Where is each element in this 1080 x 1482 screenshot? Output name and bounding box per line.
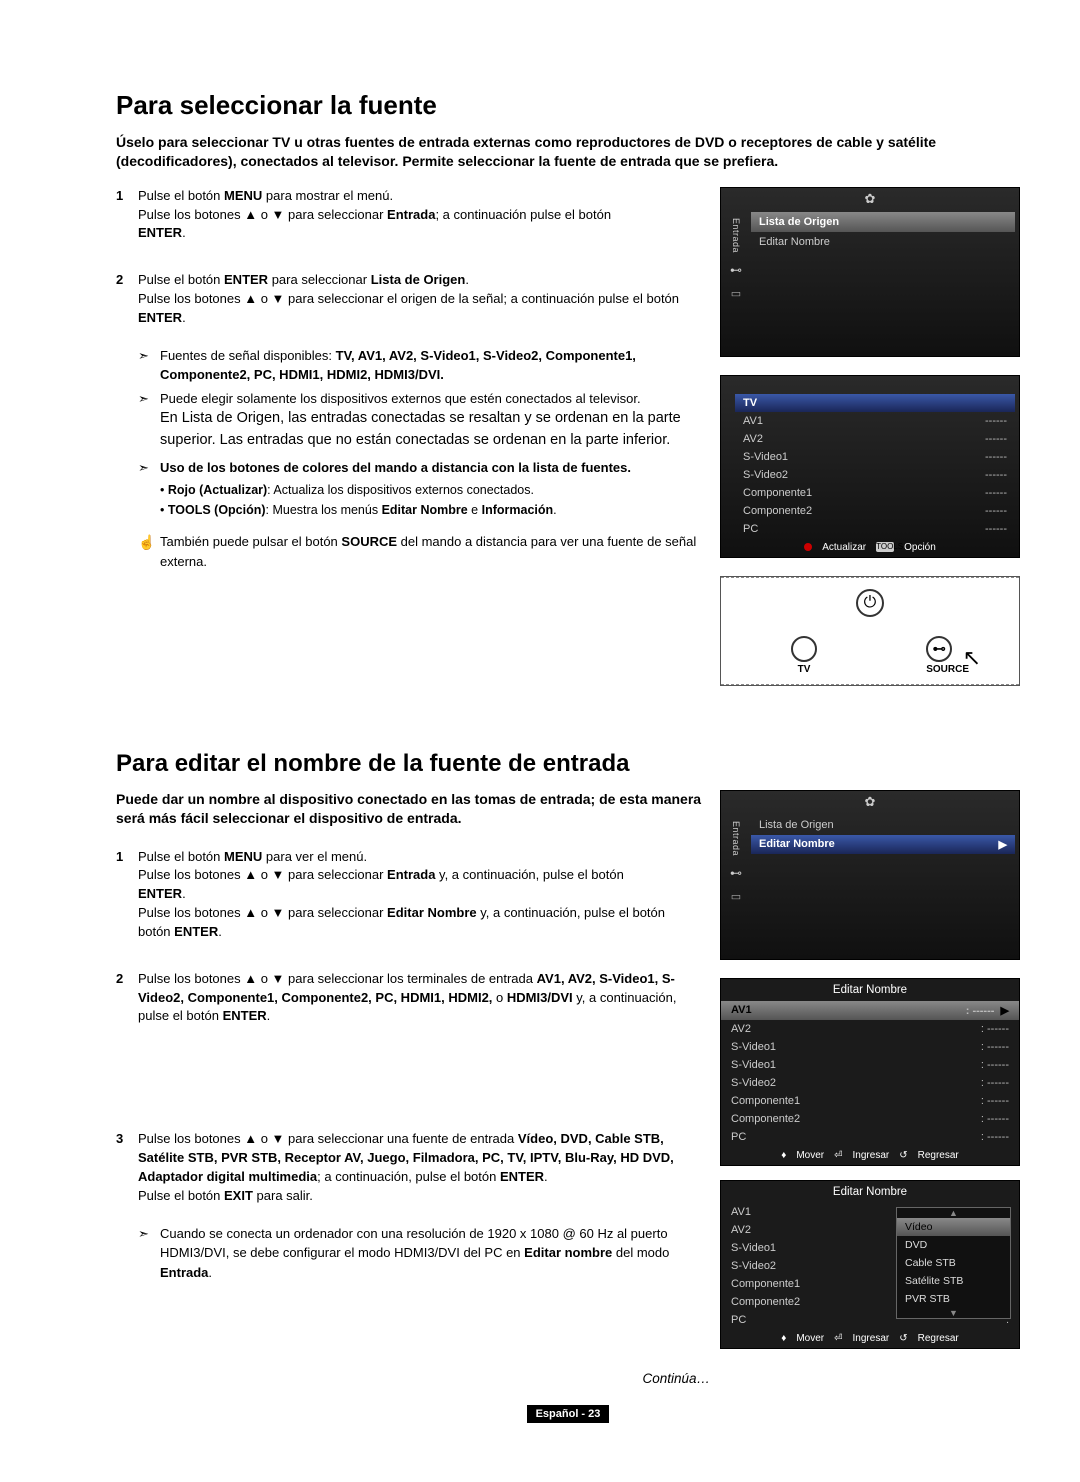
- popup-item-sel: Vídeo: [897, 1218, 1010, 1236]
- s2-step3: Pulse los botones ▲ o ▼ para seleccionar…: [138, 1130, 702, 1205]
- osd4-row: Componente1: ------: [721, 1092, 1019, 1110]
- osd-editar-nombre-popup: Editar Nombre AV1: AV2: S-Video1: S-Vide…: [720, 1180, 1020, 1349]
- osd-item: Editar Nombre: [751, 232, 1015, 252]
- enter-icon: ⏎: [834, 1150, 842, 1161]
- osd5-title: Editar Nombre: [721, 1181, 1019, 1203]
- osd-source-item: Componente2------: [735, 502, 1015, 520]
- section1-title: Para seleccionar la fuente: [116, 90, 1020, 121]
- return-icon: ↺: [899, 1333, 907, 1344]
- continua: Continúa…: [116, 1371, 1020, 1386]
- osd-source-item: AV1------: [735, 412, 1015, 430]
- arrow1-text: Fuentes de señal disponibles: TV, AV1, A…: [160, 346, 702, 385]
- return-icon: ↺: [899, 1150, 907, 1161]
- section1-intro: Úselo para seleccionar TV u otras fuente…: [116, 133, 1020, 171]
- gear-icon: ✿: [865, 191, 876, 207]
- osd-source-selected: TV: [735, 394, 1015, 412]
- osd-item-selected: Editar Nombre▶: [751, 835, 1015, 854]
- arrow-icon: ➣: [138, 458, 160, 478]
- pointer-arrow-icon: ↖: [963, 645, 981, 671]
- plug-icon: ⊷: [730, 866, 742, 880]
- remote-illustration: ⏻ TV ⊷SOURCE ↖: [720, 576, 1020, 686]
- step2-body: Pulse el botón ENTER para seleccionar Li…: [138, 271, 702, 328]
- osd-item-selected: Lista de Origen: [751, 212, 1015, 232]
- remote-note-text: También puede pulsar el botón SOURCE del…: [160, 532, 702, 571]
- osd-foot-opcion: Opción: [904, 542, 936, 553]
- page-footer: Español - 23: [527, 1405, 610, 1423]
- remote-tv-button: TV: [791, 636, 817, 675]
- section2-title: Para editar el nombre de la fuente de en…: [116, 750, 1020, 778]
- plug-icon: ⊷: [730, 263, 742, 277]
- bullet1: • Rojo (Actualizar): Actualiza los dispo…: [160, 481, 702, 500]
- section2-intro: Puede dar un nombre al dispositivo conec…: [116, 790, 702, 828]
- osd4-row: AV2: ------: [721, 1020, 1019, 1038]
- osd-foot-actualizar: Actualizar: [822, 542, 866, 553]
- osd4-row: S-Video1: ------: [721, 1056, 1019, 1074]
- step-number: 1: [116, 848, 138, 942]
- osd-source-item: S-Video2------: [735, 466, 1015, 484]
- step-number: 2: [116, 970, 138, 1027]
- red-dot-icon: [804, 543, 812, 551]
- osd-source-list: TV AV1------ AV2------ S-Video1------ S-…: [720, 375, 1020, 558]
- osd-tab-label: Entrada: [731, 218, 741, 253]
- osd-source-item: Componente1------: [735, 484, 1015, 502]
- s2-step1: Pulse el botón MENU para ver el menú. Pu…: [138, 848, 702, 942]
- osd-source-item: S-Video1------: [735, 448, 1015, 466]
- osd4-row: S-Video2: ------: [721, 1074, 1019, 1092]
- tools-icon: TOOLS: [876, 542, 894, 552]
- osd-entrada-menu-2: ✿ Entrada ⊷ ▭ Lista de Origen Editar Nom…: [720, 790, 1020, 960]
- popup-item: DVD: [897, 1236, 1010, 1254]
- osd-editar-nombre-list: Editar Nombre AV1: ------ ▶ AV2: ------ …: [720, 978, 1020, 1166]
- gear-icon: ✿: [865, 794, 876, 810]
- osd4-row: Componente2: ------: [721, 1110, 1019, 1128]
- popup-item: Satélite STB: [897, 1272, 1010, 1290]
- osd-source-item: PC------: [735, 520, 1015, 538]
- box-icon: ▭: [731, 890, 741, 903]
- step-number: 3: [116, 1130, 138, 1205]
- arrow-icon: ➣: [138, 1224, 160, 1283]
- osd-tab-label: Entrada: [731, 821, 741, 856]
- updown-icon: ♦: [781, 1150, 786, 1161]
- s2-arrow: Cuando se conecta un ordenador con una r…: [160, 1224, 702, 1283]
- enter-icon: ⏎: [834, 1333, 842, 1344]
- bullet2: • TOOLS (Opción): Muestra los menús Edit…: [160, 501, 702, 520]
- step-number: 1: [116, 187, 138, 244]
- arrow-icon: ➣: [138, 389, 160, 452]
- osd4-title: Editar Nombre: [721, 979, 1019, 1001]
- remote-icon: ☝: [138, 532, 160, 571]
- s2-step2: Pulse los botones ▲ o ▼ para seleccionar…: [138, 970, 702, 1027]
- osd5-popup: ▲ Vídeo DVD Cable STB Satélite STB PVR S…: [896, 1207, 1011, 1319]
- osd4-row: PC: ------: [721, 1128, 1019, 1146]
- box-icon: ▭: [731, 287, 741, 300]
- updown-icon: ♦: [781, 1333, 786, 1344]
- osd-entrada-menu: ✿ Entrada ⊷ ▭ Lista de Origen Editar Nom…: [720, 187, 1020, 357]
- osd-item: Lista de Origen: [751, 815, 1015, 835]
- arrow2-text: Puede elegir solamente los dispositivos …: [160, 389, 702, 452]
- step1-body: Pulse el botón MENU para mostrar el menú…: [138, 187, 702, 244]
- osd-source-item: AV2------: [735, 430, 1015, 448]
- arrow3-text: Uso de los botones de colores del mando …: [160, 458, 702, 478]
- osd4-row: S-Video1: ------: [721, 1038, 1019, 1056]
- arrow-icon: ➣: [138, 346, 160, 385]
- popup-item: PVR STB: [897, 1290, 1010, 1308]
- popup-item: Cable STB: [897, 1254, 1010, 1272]
- osd4-row-sel: AV1: ------ ▶: [721, 1001, 1019, 1020]
- step-number: 2: [116, 271, 138, 328]
- power-icon: ⏻: [856, 589, 884, 617]
